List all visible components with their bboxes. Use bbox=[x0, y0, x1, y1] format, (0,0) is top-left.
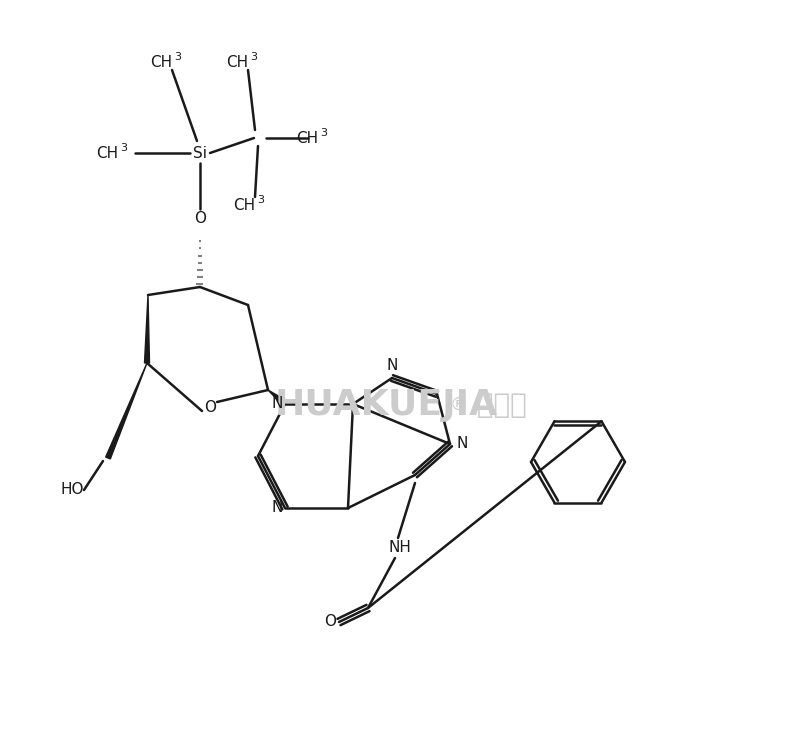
Text: O: O bbox=[324, 615, 336, 629]
Text: NH: NH bbox=[388, 540, 411, 556]
Text: CH: CH bbox=[233, 198, 255, 212]
Polygon shape bbox=[144, 295, 149, 363]
Text: HUAKUEJIA: HUAKUEJIA bbox=[275, 388, 497, 422]
Text: 3: 3 bbox=[120, 143, 127, 153]
Text: Si: Si bbox=[193, 145, 207, 161]
Text: ®: ® bbox=[449, 396, 467, 414]
Text: O: O bbox=[194, 211, 206, 226]
Text: N: N bbox=[271, 500, 282, 515]
Text: 3: 3 bbox=[320, 128, 327, 138]
Text: HO: HO bbox=[60, 483, 84, 497]
Text: 3: 3 bbox=[250, 52, 257, 62]
Text: CH: CH bbox=[225, 55, 247, 69]
Text: 3: 3 bbox=[257, 195, 264, 205]
Text: 化学加: 化学加 bbox=[467, 391, 526, 419]
Text: O: O bbox=[204, 399, 216, 414]
Polygon shape bbox=[105, 363, 147, 459]
Text: CH: CH bbox=[150, 55, 172, 69]
Text: CH: CH bbox=[96, 145, 118, 161]
Text: CH: CH bbox=[295, 130, 318, 145]
Text: 3: 3 bbox=[174, 52, 181, 62]
Polygon shape bbox=[268, 390, 283, 403]
Text: N: N bbox=[271, 397, 282, 411]
Text: N: N bbox=[456, 436, 467, 452]
Text: N: N bbox=[386, 357, 397, 372]
